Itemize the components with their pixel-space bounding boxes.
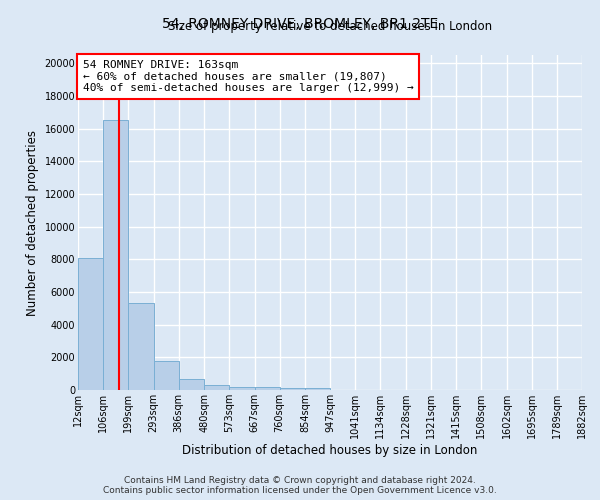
Title: Size of property relative to detached houses in London: Size of property relative to detached ho… [168,20,492,33]
Bar [305,388,330,390]
Bar [179,378,204,390]
Bar [204,385,229,390]
Text: 54, ROMNEY DRIVE, BROMLEY, BR1 2TE: 54, ROMNEY DRIVE, BROMLEY, BR1 2TE [162,18,438,32]
Y-axis label: Number of detached properties: Number of detached properties [26,130,39,316]
Bar [128,304,154,390]
Text: Contains HM Land Registry data © Crown copyright and database right 2024.
Contai: Contains HM Land Registry data © Crown c… [103,476,497,495]
Bar [254,387,280,390]
Bar [154,362,179,390]
X-axis label: Distribution of detached houses by size in London: Distribution of detached houses by size … [182,444,478,457]
Bar [78,258,103,390]
Bar [280,388,305,390]
Bar [103,120,128,390]
Text: 54 ROMNEY DRIVE: 163sqm
← 60% of detached houses are smaller (19,807)
40% of sem: 54 ROMNEY DRIVE: 163sqm ← 60% of detache… [83,60,414,93]
Bar [229,386,254,390]
